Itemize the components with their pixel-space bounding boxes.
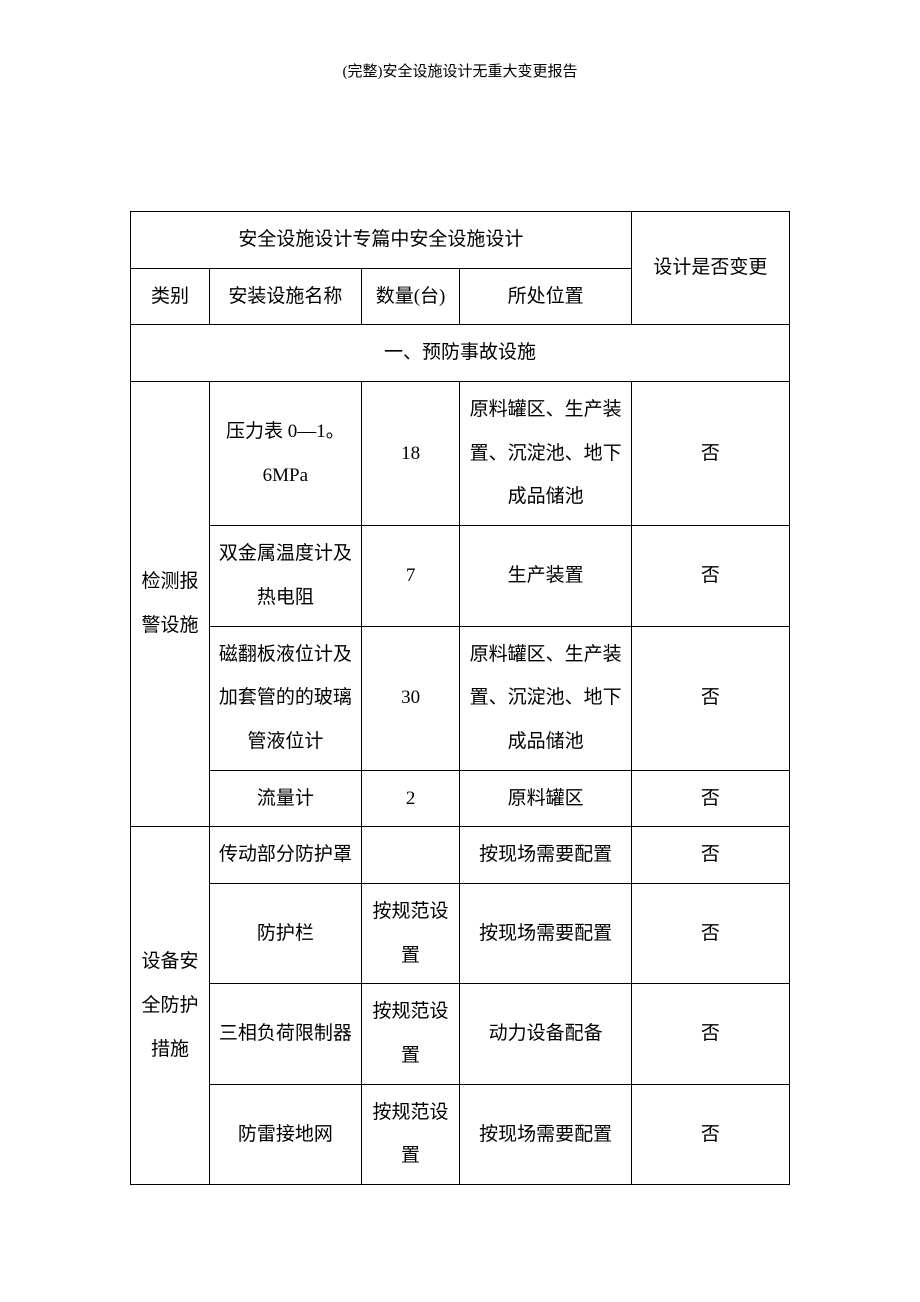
table-row: 三相负荷限制器 按规范设置 动力设备配备 否: [131, 984, 790, 1084]
change-cell: 否: [631, 382, 789, 526]
location-cell: 生产装置: [460, 526, 631, 626]
name-cell: 传动部分防护罩: [210, 827, 362, 884]
qty-cell: 30: [361, 626, 460, 770]
name-cell: 防护栏: [210, 883, 362, 983]
category-cell: 检测报警设施: [131, 382, 210, 827]
location-cell: 原料罐区、生产装置、沉淀池、地下成品储池: [460, 382, 631, 526]
name-cell: 双金属温度计及热电阻: [210, 526, 362, 626]
location-cell: 按现场需要配置: [460, 1084, 631, 1184]
qty-cell: 7: [361, 526, 460, 626]
col-name: 安装设施名称: [210, 268, 362, 325]
header-change: 设计是否变更: [631, 212, 789, 325]
location-cell: 按现场需要配置: [460, 883, 631, 983]
table-row: 检测报警设施 压力表 0—1。6MPa 18 原料罐区、生产装置、沉淀池、地下成…: [131, 382, 790, 526]
location-cell: 按现场需要配置: [460, 827, 631, 884]
col-qty: 数量(台): [361, 268, 460, 325]
location-cell: 原料罐区: [460, 770, 631, 827]
location-cell: 原料罐区、生产装置、沉淀池、地下成品储池: [460, 626, 631, 770]
table-row: 磁翻板液位计及加套管的的玻璃管液位计 30 原料罐区、生产装置、沉淀池、地下成品…: [131, 626, 790, 770]
table-row: 防雷接地网 按规范设置 按现场需要配置 否: [131, 1084, 790, 1184]
facility-table: 安全设施设计专篇中安全设施设计 设计是否变更 类别 安装设施名称 数量(台) 所…: [130, 211, 790, 1185]
section-title: 一、预防事故设施: [131, 325, 790, 382]
change-cell: 否: [631, 984, 789, 1084]
qty-cell: 按规范设置: [361, 883, 460, 983]
change-cell: 否: [631, 626, 789, 770]
header-main: 安全设施设计专篇中安全设施设计: [131, 212, 632, 269]
table-row: 流量计 2 原料罐区 否: [131, 770, 790, 827]
qty-cell: [361, 827, 460, 884]
name-cell: 磁翻板液位计及加套管的的玻璃管液位计: [210, 626, 362, 770]
category-cell: 设备安全防护措施: [131, 827, 210, 1185]
change-cell: 否: [631, 526, 789, 626]
change-cell: 否: [631, 827, 789, 884]
qty-cell: 18: [361, 382, 460, 526]
table-row: 双金属温度计及热电阻 7 生产装置 否: [131, 526, 790, 626]
section-row: 一、预防事故设施: [131, 325, 790, 382]
table-row: 设备安全防护措施 传动部分防护罩 按现场需要配置 否: [131, 827, 790, 884]
name-cell: 三相负荷限制器: [210, 984, 362, 1084]
table-row: 防护栏 按规范设置 按现场需要配置 否: [131, 883, 790, 983]
change-cell: 否: [631, 883, 789, 983]
qty-cell: 按规范设置: [361, 984, 460, 1084]
qty-cell: 按规范设置: [361, 1084, 460, 1184]
col-category: 类别: [131, 268, 210, 325]
name-cell: 压力表 0—1。6MPa: [210, 382, 362, 526]
table-header-row-1: 安全设施设计专篇中安全设施设计 设计是否变更: [131, 212, 790, 269]
col-location: 所处位置: [460, 268, 631, 325]
name-cell: 流量计: [210, 770, 362, 827]
qty-cell: 2: [361, 770, 460, 827]
change-cell: 否: [631, 770, 789, 827]
page-header: (完整)安全设施设计无重大变更报告: [130, 60, 790, 81]
location-cell: 动力设备配备: [460, 984, 631, 1084]
change-cell: 否: [631, 1084, 789, 1184]
name-cell: 防雷接地网: [210, 1084, 362, 1184]
